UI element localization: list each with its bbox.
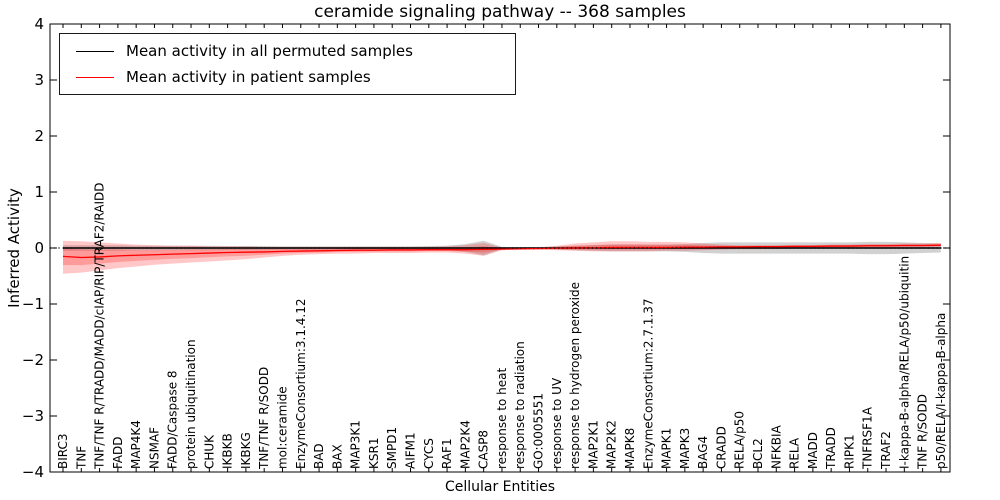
x-category-label: BAG4 — [696, 436, 710, 469]
x-category-label: MAP2K2 — [605, 420, 619, 469]
x-category-label: MAP2K1 — [586, 420, 600, 469]
x-category-label: BIRC3 — [56, 433, 70, 469]
x-category-label: GO:0005551 — [532, 393, 546, 469]
x-category-label: response to heat — [495, 367, 509, 469]
x-category-label: p50/RELA/I-kappa-B-alpha — [934, 313, 948, 469]
x-category-label: MAP3K1 — [349, 420, 363, 469]
x-category-label: TNF/TNF R/TRADD/MADD/cIAP/RIP/TRAF2/RAID… — [93, 183, 107, 471]
x-category-label: BAX — [330, 444, 344, 469]
x-category-label: AIFM1 — [404, 432, 418, 469]
x-category-label: TNF R/SODD — [916, 394, 930, 470]
x-category-label: TNFRSF1A — [861, 406, 875, 470]
x-category-label: NSMAF — [147, 427, 161, 469]
legend-label-patient: Mean activity in patient samples — [126, 68, 371, 86]
legend-label-permuted: Mean activity in all permuted samples — [126, 42, 413, 60]
legend: Mean activity in all permuted samples Me… — [59, 33, 516, 95]
x-category-label: FADD — [111, 437, 125, 470]
x-category-label: IKBKB — [221, 433, 235, 469]
x-category-label: MAPK3 — [678, 428, 692, 469]
y-tick-label: 3 — [34, 71, 44, 89]
x-category-label: RIPK1 — [842, 434, 856, 469]
x-category-label: EnzymeConsortium:3.1.4.12 — [294, 298, 308, 469]
x-category-label: IKBKG — [239, 432, 253, 469]
x-category-label: EnzymeConsortium:2.7.1.37 — [641, 298, 655, 469]
y-tick-label: 4 — [34, 15, 44, 33]
x-category-label: NFKBIA — [769, 424, 783, 469]
legend-row-patient: Mean activity in patient samples — [60, 64, 515, 90]
x-category-label: RELA — [788, 437, 802, 469]
x-category-label: TNF — [74, 446, 88, 470]
y-tick-label: 2 — [34, 127, 44, 145]
x-category-label: response to UV — [550, 377, 564, 469]
x-category-label: BAD — [312, 443, 326, 469]
patient-band-outer — [63, 240, 941, 274]
x-category-label: RAF1 — [440, 438, 454, 469]
x-category-label: MAPK1 — [660, 428, 674, 469]
x-category-label: KSR1 — [367, 438, 381, 469]
x-category-label: SMPD1 — [385, 427, 399, 469]
x-category-label: BCL2 — [751, 438, 765, 469]
y-tick-label: 1 — [34, 183, 44, 201]
x-category-label: MAP4K4 — [129, 420, 143, 469]
x-category-label: MAPK8 — [623, 428, 637, 469]
x-category-label: I-kappa-B-alpha/RELA/p50/ubiquitin — [897, 256, 911, 469]
x-category-label: TRADD — [824, 427, 838, 470]
x-category-label: TNF/TNF R/SODD — [257, 367, 271, 470]
x-category-label: CASP8 — [477, 430, 491, 469]
patient-band-inner — [63, 244, 941, 266]
x-category-label: TRAF2 — [879, 431, 893, 470]
y-tick-label: −3 — [22, 407, 44, 425]
x-category-label: FADD/Caspase 8 — [166, 370, 180, 469]
patient-mean-line — [62, 244, 941, 259]
y-tick-label: −1 — [22, 295, 44, 313]
x-category-label: CRADD — [714, 426, 728, 469]
y-tick-label: −4 — [22, 463, 44, 481]
x-category-label: response to hydrogen peroxide — [568, 282, 582, 469]
x-category-label: RELA/p50 — [733, 411, 747, 469]
y-tick-label: −2 — [22, 351, 44, 369]
x-category-label: MADD — [806, 432, 820, 469]
permuted-line-swatch — [76, 50, 114, 52]
y-axis-label: Inferred Activity — [5, 188, 23, 308]
x-category-label: response to radiation — [513, 341, 527, 469]
chart-title: ceramide signaling pathway -- 368 sample… — [314, 2, 686, 22]
x-axis-label: Cellular Entities — [444, 479, 556, 495]
x-category-label: protein ubiquitination — [184, 339, 198, 469]
y-tick-label: 0 — [34, 239, 44, 257]
x-category-label: mol:ceramide — [275, 386, 289, 469]
legend-row-permuted: Mean activity in all permuted samples — [60, 38, 515, 64]
x-category-label: CYCS — [422, 438, 436, 469]
x-category-label: CHUK — [202, 434, 216, 469]
x-category-label: MAP2K4 — [458, 420, 472, 469]
patient-line-swatch — [76, 76, 114, 78]
